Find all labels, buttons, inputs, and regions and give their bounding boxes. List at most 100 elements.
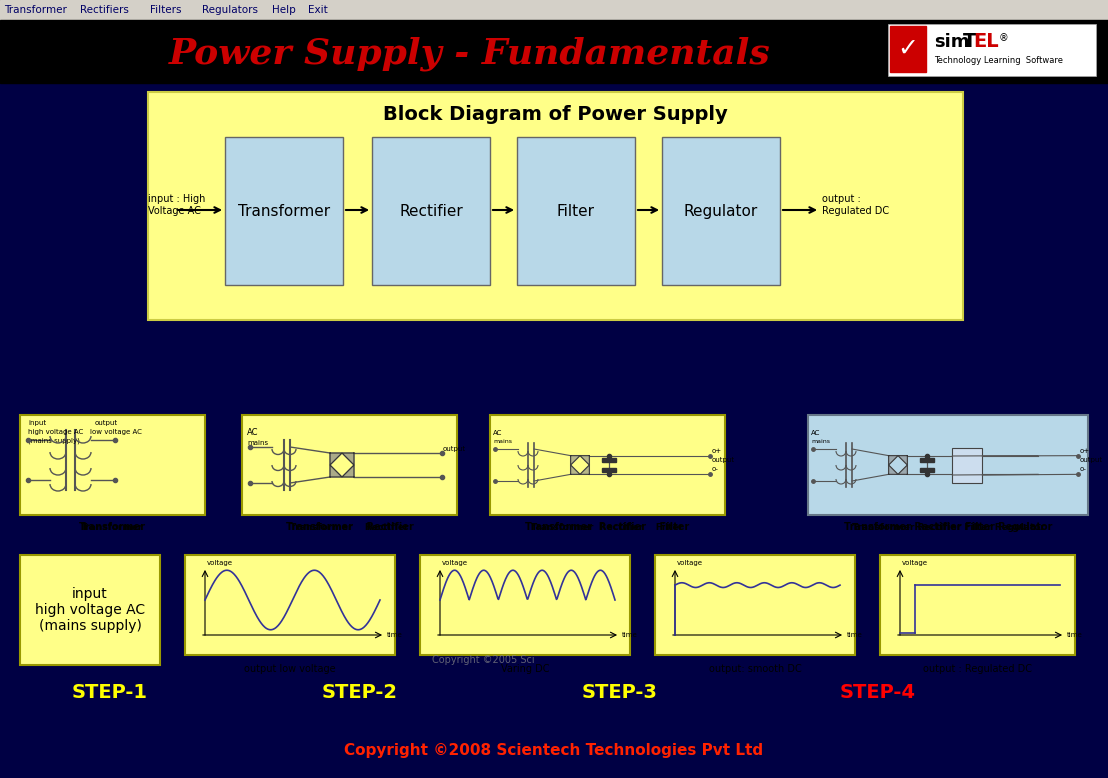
Text: Transformer    Rectifier: Transformer Rectifier bbox=[286, 522, 413, 532]
Text: Technology Learning  Software: Technology Learning Software bbox=[934, 55, 1063, 65]
Polygon shape bbox=[603, 458, 616, 462]
Bar bbox=[880, 555, 1075, 655]
Text: o-: o- bbox=[1080, 466, 1087, 472]
Text: Transformer  Rectifier    Filter: Transformer Rectifier Filter bbox=[532, 523, 684, 531]
Bar bbox=[0, 0, 1108, 20]
Text: voltage: voltage bbox=[677, 560, 702, 566]
Text: Regulators: Regulators bbox=[203, 5, 258, 15]
Text: Exit: Exit bbox=[308, 5, 327, 15]
Text: high voltage AC: high voltage AC bbox=[28, 429, 83, 435]
Polygon shape bbox=[330, 465, 342, 477]
Text: voltage: voltage bbox=[207, 560, 233, 566]
Text: EL: EL bbox=[973, 31, 998, 51]
Text: o+: o+ bbox=[1080, 447, 1090, 454]
Polygon shape bbox=[579, 456, 589, 465]
Text: AC: AC bbox=[811, 430, 820, 436]
Bar bbox=[655, 555, 855, 655]
Text: mains: mains bbox=[493, 439, 512, 444]
Bar bbox=[20, 415, 205, 515]
Bar bbox=[242, 415, 456, 515]
Text: AC: AC bbox=[493, 430, 502, 436]
Bar bbox=[517, 137, 635, 285]
Text: Transformer: Transformer bbox=[4, 5, 66, 15]
Text: STEP-2: STEP-2 bbox=[322, 684, 398, 703]
Text: time: time bbox=[387, 632, 402, 638]
Text: output :
Regulated DC: output : Regulated DC bbox=[822, 194, 889, 216]
Bar bbox=[372, 137, 490, 285]
Text: time: time bbox=[1067, 632, 1083, 638]
Polygon shape bbox=[571, 456, 579, 465]
Text: time: time bbox=[622, 632, 638, 638]
Bar bbox=[953, 448, 983, 483]
Text: Filters: Filters bbox=[150, 5, 182, 15]
Polygon shape bbox=[330, 453, 342, 465]
Bar bbox=[890, 26, 926, 72]
Bar bbox=[661, 137, 780, 285]
Bar bbox=[225, 137, 343, 285]
Text: Transformer: Transformer bbox=[238, 204, 330, 219]
Text: sim: sim bbox=[934, 33, 970, 51]
Text: Copyright ©2005 Sci: Copyright ©2005 Sci bbox=[432, 655, 535, 665]
Text: time: time bbox=[847, 632, 863, 638]
Text: STEP-3: STEP-3 bbox=[582, 684, 658, 703]
Bar bbox=[490, 415, 725, 515]
Text: input
high voltage AC
(mains supply): input high voltage AC (mains supply) bbox=[35, 587, 145, 633]
Text: T: T bbox=[963, 31, 976, 51]
Text: Rectifiers: Rectifiers bbox=[80, 5, 129, 15]
Text: STEP-4: STEP-4 bbox=[840, 684, 916, 703]
Text: Block Diagram of Power Supply: Block Diagram of Power Supply bbox=[382, 104, 727, 124]
Text: voltage: voltage bbox=[442, 560, 468, 566]
Polygon shape bbox=[897, 456, 907, 465]
Text: Transformer    Rectifier: Transformer Rectifier bbox=[290, 523, 409, 531]
Text: output: output bbox=[443, 446, 466, 452]
Text: output low voltage: output low voltage bbox=[244, 664, 336, 674]
Text: Regulator: Regulator bbox=[684, 204, 758, 219]
Polygon shape bbox=[889, 465, 897, 475]
Text: Power Supply - Fundamentals: Power Supply - Fundamentals bbox=[170, 37, 771, 72]
Text: input : High
Voltage AC: input : High Voltage AC bbox=[148, 194, 205, 216]
Bar bbox=[185, 555, 394, 655]
Text: low voltage AC: low voltage AC bbox=[90, 429, 142, 435]
Text: Transformer: Transformer bbox=[79, 522, 146, 532]
Bar bbox=[0, 20, 1108, 83]
Bar bbox=[420, 555, 630, 655]
Text: Transformer Rectifier Filter Regulator: Transformer Rectifier Filter Regulator bbox=[844, 522, 1053, 532]
Text: Varing DC: Varing DC bbox=[501, 664, 550, 674]
Polygon shape bbox=[571, 465, 579, 475]
Text: Transformer  Rectifier    Filter: Transformer Rectifier Filter bbox=[525, 522, 689, 532]
Bar bbox=[808, 415, 1088, 515]
Text: ®: ® bbox=[999, 33, 1008, 43]
Text: Filter: Filter bbox=[557, 204, 595, 219]
Polygon shape bbox=[342, 465, 353, 477]
Text: voltage: voltage bbox=[902, 560, 929, 566]
Text: Transformer Rectifier Filter Regulator: Transformer Rectifier Filter Regulator bbox=[852, 523, 1045, 531]
Text: output: output bbox=[95, 420, 119, 426]
Text: Help: Help bbox=[273, 5, 296, 15]
Text: output : Regulated DC: output : Regulated DC bbox=[923, 664, 1032, 674]
Bar bbox=[888, 24, 1096, 76]
Text: STEP-1: STEP-1 bbox=[72, 684, 148, 703]
Text: Copyright ©2008 Scientech Technologies Pvt Ltd: Copyright ©2008 Scientech Technologies P… bbox=[345, 742, 763, 758]
Polygon shape bbox=[897, 465, 907, 475]
Text: o+: o+ bbox=[712, 447, 722, 454]
Text: mains: mains bbox=[247, 440, 268, 446]
Text: AC: AC bbox=[247, 428, 258, 437]
Text: output: output bbox=[712, 457, 735, 463]
Text: input: input bbox=[28, 420, 47, 426]
Polygon shape bbox=[342, 453, 353, 465]
Text: ✓: ✓ bbox=[897, 37, 919, 61]
Text: (mains supply): (mains supply) bbox=[28, 437, 80, 443]
Polygon shape bbox=[889, 456, 897, 465]
Polygon shape bbox=[921, 468, 934, 471]
Polygon shape bbox=[921, 458, 934, 462]
Text: output: smooth DC: output: smooth DC bbox=[709, 664, 801, 674]
Text: output: output bbox=[1080, 457, 1104, 463]
Text: mains: mains bbox=[811, 439, 830, 444]
Text: Transformer: Transformer bbox=[81, 523, 144, 531]
Text: Rectifier: Rectifier bbox=[399, 204, 463, 219]
Bar bbox=[20, 555, 160, 665]
Text: o-: o- bbox=[712, 466, 719, 472]
Polygon shape bbox=[579, 465, 589, 475]
Bar bbox=[148, 92, 963, 320]
Polygon shape bbox=[603, 468, 616, 471]
